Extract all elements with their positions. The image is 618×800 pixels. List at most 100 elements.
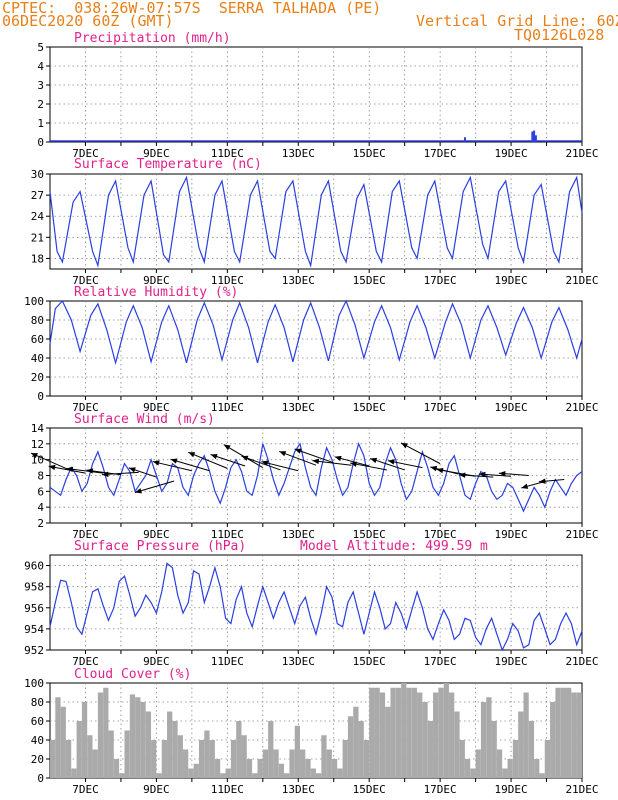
x-tick-label: 19DEC — [495, 401, 528, 414]
wind-arrow-head — [478, 471, 486, 478]
cloud-bar — [188, 768, 194, 778]
panel-frame — [49, 300, 583, 397]
x-tick-label: 13DEC — [282, 274, 315, 287]
wind-arrow-head — [135, 488, 142, 494]
x-tick-label: 17DEC — [424, 655, 457, 668]
y-tick-label: 24 — [31, 210, 45, 223]
cloud-bar — [449, 692, 455, 778]
cloud-bar — [512, 740, 519, 778]
wind-arrow-head — [152, 460, 160, 466]
x-tick-label: 21DEC — [565, 274, 598, 287]
wind-arrow-head — [241, 455, 249, 461]
cloud-bar — [480, 702, 487, 778]
x-tick-label: 15DEC — [353, 147, 386, 160]
panel-frame — [49, 173, 583, 270]
cloud-bar — [204, 730, 210, 778]
cloud-bar — [113, 759, 120, 778]
x-tick-label: 7DEC — [72, 274, 99, 287]
panel-frame — [49, 554, 583, 651]
wind-arrow-head — [538, 478, 546, 484]
y-tick-label: 60 — [31, 715, 44, 728]
precip-bar — [531, 131, 534, 142]
cloud-bar — [342, 740, 348, 778]
cloud-bar — [236, 721, 242, 778]
y-tick-label: 8 — [37, 470, 44, 483]
cloud-bar — [528, 721, 535, 778]
header-model-code: TQ0126L028 — [514, 26, 605, 44]
x-tick-label: 13DEC — [282, 401, 315, 414]
wind-arrow-head — [210, 453, 218, 460]
wind-arrow — [170, 458, 210, 472]
cloud-bar — [97, 692, 104, 778]
cloud-bar — [209, 740, 215, 778]
y-tick-label: 30 — [31, 168, 44, 181]
cloud-bar — [294, 725, 300, 778]
cloud-bar — [268, 721, 274, 778]
y-tick-label: 14 — [31, 422, 45, 435]
wind-arrow-head — [101, 471, 109, 477]
cloud-bar — [331, 759, 338, 778]
y-tick-label: 958 — [24, 581, 44, 594]
cloud-bar — [337, 768, 343, 778]
y-tick-label: 3 — [37, 79, 44, 92]
panel-title: Relative Humidity (%) — [74, 285, 238, 300]
cloud-bar — [65, 740, 72, 778]
x-tick-label: 9DEC — [143, 147, 170, 160]
y-tick-label: 0 — [37, 390, 44, 403]
x-tick-label: 17DEC — [424, 528, 457, 541]
series-line — [49, 299, 583, 366]
cloud-bar — [87, 735, 93, 778]
cloud-bar — [124, 730, 130, 778]
cloud-bar — [55, 697, 61, 778]
y-tick-label: 100 — [24, 295, 44, 308]
cloud-bar — [167, 711, 173, 778]
y-tick-label: 18 — [31, 252, 44, 265]
cloud-bar — [502, 768, 508, 778]
series-line — [49, 175, 583, 268]
x-tick-label: 11DEC — [211, 783, 244, 796]
precip-bar — [463, 137, 466, 142]
wind-arrow-head — [86, 468, 94, 474]
y-tick-label: 956 — [24, 602, 44, 615]
cloud-bar — [523, 692, 529, 778]
x-tick-label: 7DEC — [72, 147, 99, 160]
cloud-bar — [108, 730, 114, 778]
cloud-bar — [464, 759, 471, 778]
wind-arrow-head — [401, 442, 409, 449]
y-tick-label: 2 — [37, 517, 44, 530]
y-tick-label: 960 — [24, 560, 44, 573]
y-tick-label: 4 — [37, 60, 44, 73]
cloud-bar — [454, 711, 460, 778]
wind-arrow-head — [48, 464, 56, 471]
x-tick-label: 7DEC — [72, 528, 99, 541]
x-tick-label: 17DEC — [424, 783, 457, 796]
wind-arrow-head — [223, 444, 231, 451]
cloud-bar — [103, 687, 109, 778]
y-tick-label: 1 — [37, 117, 44, 130]
panel-title: Surface Pressure (hPa) — [74, 539, 246, 554]
wind-arrow-head — [261, 460, 269, 466]
panel-title: Cloud Cover (%) — [74, 667, 191, 682]
cloud-bar — [470, 768, 476, 778]
header-grid-line: Vertical Grid Line: 60Z — [416, 12, 618, 30]
cloud-bar — [246, 759, 253, 778]
cloud-bar — [220, 773, 226, 778]
y-tick-label: 40 — [31, 352, 44, 365]
x-tick-label: 13DEC — [282, 783, 315, 796]
x-tick-label: 15DEC — [353, 274, 386, 287]
cloud-bar — [422, 702, 428, 778]
cloud-bar — [379, 692, 386, 778]
y-tick-label: 80 — [31, 696, 44, 709]
cloud-bar — [374, 687, 380, 778]
wind-arrow-head — [170, 458, 178, 464]
wind-arrow-head — [436, 467, 444, 474]
x-tick-label: 7DEC — [72, 655, 99, 668]
x-tick-label: 19DEC — [495, 655, 528, 668]
cloud-bar — [225, 768, 231, 778]
cloud-bar — [534, 759, 540, 778]
cloud-bar — [401, 683, 407, 778]
y-tick-label: 60 — [31, 333, 44, 346]
y-tick-label: 0 — [37, 136, 44, 149]
cloud-bar — [81, 702, 88, 778]
